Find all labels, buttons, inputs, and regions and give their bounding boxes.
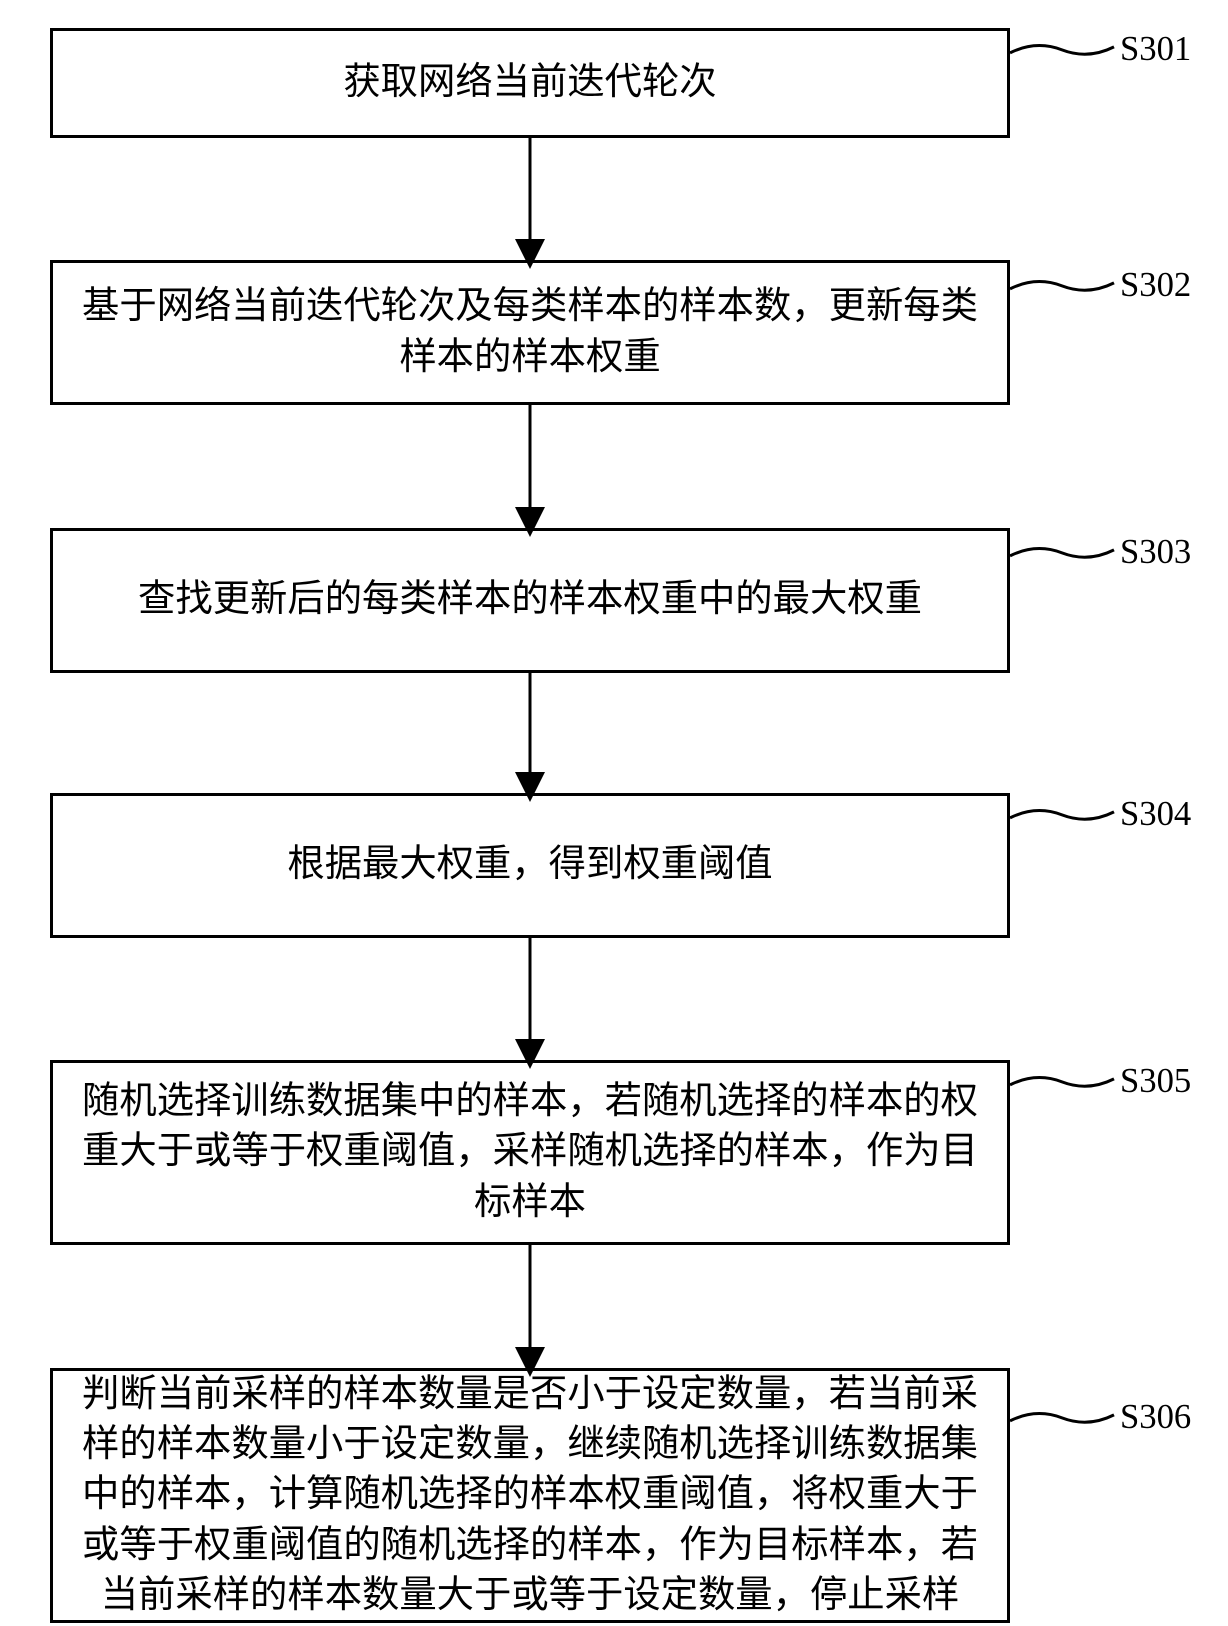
step-label-s303: S303 [1120, 533, 1191, 572]
flowchart-canvas: 获取网络当前迭代轮次基于网络当前迭代轮次及每类样本的样本数，更新每类样本的样本权… [0, 0, 1228, 1626]
flow-node-s306: 判断当前采样的样本数量是否小于设定数量，若当前采样的样本数量小于设定数量，继续随… [50, 1368, 1010, 1623]
flow-node-s305: 随机选择训练数据集中的样本，若随机选择的样本的权重大于或等于权重阈值，采样随机选… [50, 1060, 1010, 1245]
flow-node-text: 根据最大权重，得到权重阈值 [287, 840, 772, 890]
flow-node-text: 基于网络当前迭代轮次及每类样本的样本数，更新每类样本的样本权重 [75, 282, 985, 383]
flow-node-s301: 获取网络当前迭代轮次 [50, 28, 1010, 138]
label-connector-s303 [1010, 549, 1114, 558]
label-connector-s301 [1010, 46, 1114, 55]
step-label-s302: S302 [1120, 266, 1191, 305]
step-label-s306: S306 [1120, 1398, 1191, 1437]
label-connector-s306 [1010, 1414, 1114, 1423]
step-label-s305: S305 [1120, 1062, 1191, 1101]
flow-node-s303: 查找更新后的每类样本的样本权重中的最大权重 [50, 528, 1010, 673]
step-label-s304: S304 [1120, 795, 1191, 834]
flow-node-text: 查找更新后的每类样本的样本权重中的最大权重 [138, 575, 922, 625]
label-connector-s302 [1010, 282, 1114, 291]
flow-node-text: 随机选择训练数据集中的样本，若随机选择的样本的权重大于或等于权重阈值，采样随机选… [75, 1077, 985, 1228]
flow-node-text: 获取网络当前迭代轮次 [343, 58, 716, 108]
flow-node-text: 判断当前采样的样本数量是否小于设定数量，若当前采样的样本数量小于设定数量，继续随… [75, 1370, 985, 1622]
step-label-s301: S301 [1120, 30, 1191, 69]
flow-node-s304: 根据最大权重，得到权重阈值 [50, 793, 1010, 938]
label-connector-s304 [1010, 811, 1114, 820]
flow-node-s302: 基于网络当前迭代轮次及每类样本的样本数，更新每类样本的样本权重 [50, 260, 1010, 405]
label-connector-s305 [1010, 1078, 1114, 1087]
